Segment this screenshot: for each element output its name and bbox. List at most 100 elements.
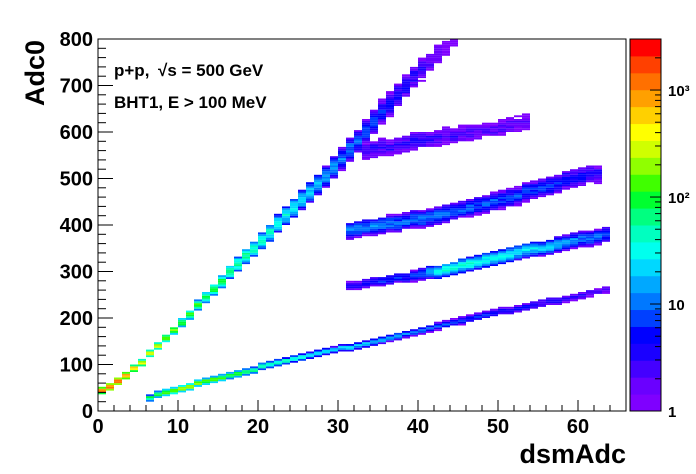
heatmap-cell <box>338 148 346 151</box>
heatmap-cell <box>394 85 402 88</box>
heatmap-cell <box>498 130 506 132</box>
heatmap-cell <box>530 182 538 185</box>
heatmap-cell <box>458 260 466 263</box>
heatmap-cell <box>426 225 434 227</box>
y-tick-label: 600 <box>60 122 93 144</box>
heatmap-cell <box>434 130 442 132</box>
heatmap-cell <box>522 200 530 203</box>
heatmap-cell <box>594 238 602 240</box>
heatmap-cell <box>506 258 514 261</box>
heatmap-cell <box>426 223 434 225</box>
heatmap-cell <box>562 297 570 300</box>
heatmap-cell <box>562 241 570 244</box>
heatmap-cell <box>474 206 482 209</box>
heatmap-cell <box>410 70 418 73</box>
heatmap-cell <box>274 226 282 229</box>
heatmap-cell <box>562 172 570 175</box>
heatmap-cell <box>370 156 378 159</box>
heatmap-cell <box>418 76 426 79</box>
colorbar-segment <box>630 326 661 344</box>
heatmap-cell <box>362 230 370 233</box>
heatmap-cell <box>210 377 218 380</box>
heatmap-cell <box>322 171 330 173</box>
heatmap-cell <box>354 225 362 227</box>
heatmap-cell <box>562 171 570 173</box>
heatmap-cell <box>546 184 554 186</box>
heatmap-cell <box>554 243 562 246</box>
heatmap-cell <box>362 137 370 140</box>
heatmap-cell <box>594 230 602 233</box>
heatmap-cell <box>426 217 434 220</box>
heatmap-cell <box>378 146 386 149</box>
heatmap-cell <box>378 106 386 108</box>
heatmap-cell <box>394 89 402 92</box>
heatmap-cell <box>314 180 322 183</box>
heatmap-cell <box>202 301 210 304</box>
heatmap-cell <box>498 258 506 261</box>
heatmap-cell <box>394 148 402 151</box>
heatmap-cell <box>562 249 570 252</box>
heatmap-cell <box>434 269 442 272</box>
heatmap-cell <box>418 63 426 66</box>
y-axis-title: Adc0 <box>20 40 50 106</box>
heatmap-cell <box>274 219 282 222</box>
heatmap-cell <box>266 234 274 237</box>
heatmap-cell <box>506 117 514 119</box>
heatmap-cell <box>490 251 498 253</box>
heatmap-cell <box>442 325 450 328</box>
heatmap-cell <box>546 251 554 253</box>
heatmap-cell <box>434 52 442 54</box>
heatmap-cell <box>170 329 178 332</box>
heatmap-cell <box>346 137 354 140</box>
heatmap-cell <box>386 96 394 99</box>
heatmap-cell <box>466 269 474 272</box>
heatmap-cell <box>394 94 402 97</box>
heatmap-cell <box>586 293 594 296</box>
heatmap-cell <box>530 245 538 248</box>
heatmap-cell <box>418 269 426 272</box>
heatmap-cell <box>266 236 274 239</box>
heatmap-cell <box>386 213 394 216</box>
heatmap-cell <box>330 169 338 172</box>
heatmap-cell <box>346 345 354 348</box>
heatmap-cell <box>426 66 434 69</box>
heatmap-cell <box>522 243 530 246</box>
heatmap-cell <box>410 132 418 134</box>
heatmap-cell <box>514 202 522 205</box>
heatmap-cell <box>122 375 130 378</box>
heatmap-cell <box>410 223 418 225</box>
heatmap-cell <box>250 241 258 244</box>
heatmap-cell <box>386 94 394 97</box>
heatmap-cell <box>530 249 538 252</box>
heatmap-cell <box>538 191 546 194</box>
heatmap-cell <box>242 258 250 261</box>
heatmap-cell <box>482 256 490 259</box>
heatmap-cell <box>370 282 378 285</box>
heatmap-cell <box>466 318 474 320</box>
heatmap-cell <box>282 223 290 225</box>
heatmap-cell <box>410 74 418 77</box>
heatmap-cell <box>594 288 602 291</box>
heatmap-cell <box>474 130 482 132</box>
heatmap-cell <box>130 366 138 369</box>
heatmap-cell <box>514 120 522 123</box>
heatmap-cell <box>482 202 490 205</box>
heatmap-cell <box>546 252 554 255</box>
heatmap-cell <box>482 195 490 198</box>
heatmap-cell <box>490 308 498 311</box>
heatmap-cell <box>442 53 450 56</box>
heatmap-cell <box>434 321 442 324</box>
heatmap-cell <box>258 368 266 371</box>
heatmap-cell <box>458 213 466 216</box>
heatmap-cell <box>466 267 474 270</box>
heatmap-cell <box>554 245 562 248</box>
heatmap-cell <box>114 377 122 380</box>
heatmap-cell <box>434 135 442 138</box>
heatmap-cell <box>186 386 194 389</box>
heatmap-cell <box>434 212 442 214</box>
heatmap-cell <box>546 303 554 305</box>
heatmap-cell <box>394 277 402 279</box>
heatmap-cell <box>346 148 354 151</box>
heatmap-cell <box>362 282 370 285</box>
heatmap-cell <box>402 215 410 218</box>
